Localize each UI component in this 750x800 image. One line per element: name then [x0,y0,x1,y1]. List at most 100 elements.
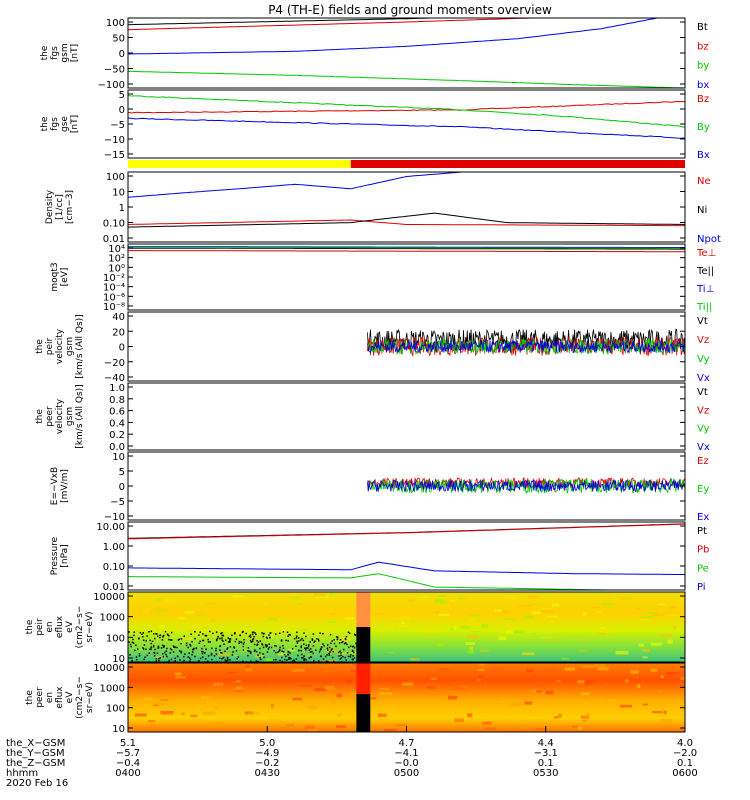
y-axis-label: peir [45,337,55,355]
series-Vx [367,339,685,354]
y-axis-label: moqt3 [50,262,60,291]
x-tick-z: 0.1 [677,758,693,769]
x-tick-z: −0.4 [116,758,140,769]
legend-Ne: Ne [697,176,711,187]
y-axis-label: [nPa] [60,544,70,567]
series-Ex [367,478,685,493]
series-Ti|| [128,247,685,249]
y-tick-label: 1.00 [103,542,125,553]
x-tick-y: −5.7 [116,748,140,759]
y-axis-label: velocity [55,328,65,364]
y-axis-label: sr−eV) [85,611,95,642]
y-tick-label: 0.01 [103,582,125,593]
y-tick-label: 0.8 [109,395,125,406]
y-axis-label: gsm [65,337,75,356]
y-axis-label: the [25,690,35,705]
y-tick-label: 1.0 [109,383,125,394]
legend-Vz: Vz [697,335,709,346]
series-Ey [367,478,685,495]
y-tick-label: 1000 [100,683,125,694]
y-tick-label: −10 [104,135,125,146]
y-axis-label: (cm2−s− [75,676,85,719]
y-axis-label: (cm2−s− [75,606,85,649]
y-tick-label: 5 [119,467,125,478]
y-tick-label: 100 [106,172,125,183]
legend-By: By [697,122,710,133]
legend-Ti⊥: Ti⊥ [696,284,714,295]
x-tick-t: 0400 [115,768,140,779]
y-axis-label: eV [65,620,75,633]
panel-efield: 10 5 0 −5 −10 E=−VxB [mV/m] Ez Ey Ex [50,451,709,523]
panel-fgs_gsm: 100 50 0 −50 −100 the fgs gsm [nT] Bt bz by bx [40,17,709,91]
y-axis-label: gse [60,116,70,132]
x-row-label: the_X−GSM [6,738,65,749]
legend-Ni: Ni [697,205,707,216]
legend-Bx: Bx [697,150,710,161]
legend-Te⊥: Te⊥ [696,248,716,259]
y-tick-label: 0.4 [109,418,125,429]
y-axis-label: en [45,621,55,632]
y-tick-label: −40 [104,373,125,384]
y-tick-label: 1 [119,203,125,214]
y-tick-label: −100 [98,80,125,91]
panel-frame [127,451,686,521]
series-Vt [367,328,685,352]
series-Pt [128,523,685,539]
panel-frame [127,591,686,663]
y-tick-label: 0.6 [109,407,125,418]
y-axis-label: [km/s (All Qs)] [75,384,85,448]
panel-peir_velocity: 40 20 0 −20 −40 the peir velocity gsm [km/s (All … [35,311,710,384]
y-axis-label: the [25,619,35,634]
y-axis-label: [mV/m] [60,469,70,503]
x-tick-z: −0.2 [255,758,279,769]
x-tick-x: 4.0 [677,738,693,749]
series-Npot [128,172,463,198]
panel-peer_velocity: 1.00.80.60.40.20.0 the peer velocity gsm [km/… [35,382,710,453]
y-axis-label: [1/cc] [55,194,65,220]
series-group [128,18,685,88]
mode-segment [350,160,685,168]
spectrogram-field [128,592,685,662]
y-axis-label: peer [35,687,45,708]
x-tick-y: −4.9 [255,748,279,759]
y-tick-label: 0 [119,482,125,493]
series-Te⊥ [128,250,685,253]
y-tick-label: 10 [112,188,125,199]
y-axis-label: [nT] [70,44,80,62]
y-axis-label: the [40,116,50,131]
y-axis-label: E=−VxB [50,467,60,505]
series-bz [128,18,546,31]
spectrogram-field [128,663,685,732]
legend-Ez: Ez [697,456,709,467]
y-tick-label: 40 [112,312,125,323]
x-tick-y: −3.1 [534,748,558,759]
y-tick-label: 20 [112,327,125,338]
panel-pressure: 10.00 1.00 0.10 0.01 Pressure [nPa] Pt Pb Pe Pi [50,521,709,593]
x-tick-z: 0.1 [538,758,554,769]
y-axis-label: peir [35,618,45,636]
y-axis-label: [nT] [70,115,80,133]
legend-Bz: Bz [697,94,709,105]
series-group [128,172,685,228]
y-tick-label: 10² [108,254,125,265]
y-tick-label: 10⁻⁶ [103,292,125,303]
y-axis-label: [km/s (All Qs)] [75,314,85,378]
legend-Vt: Vt [697,387,708,398]
legend-Vy: Vy [697,354,710,365]
y-axis-label: eflux [55,615,65,638]
series-group [128,246,685,253]
x-row-label: hhmm [6,768,38,779]
y-tick-label: 0.01 [103,234,125,245]
y-tick-label: 10⁻⁸ [103,302,125,313]
y-tick-label: −20 [104,358,125,369]
series-Ne [128,219,685,227]
x-row-label: the_Y−GSM [6,748,65,759]
series-group [128,95,685,139]
legend-Te||: Te|| [696,266,714,277]
series-group [367,476,685,495]
y-tick-label: −5 [110,497,125,508]
legend-Ey: Ey [697,484,709,495]
legend-Vy: Vy [697,424,710,435]
y-tick-label: 5 [119,90,125,101]
